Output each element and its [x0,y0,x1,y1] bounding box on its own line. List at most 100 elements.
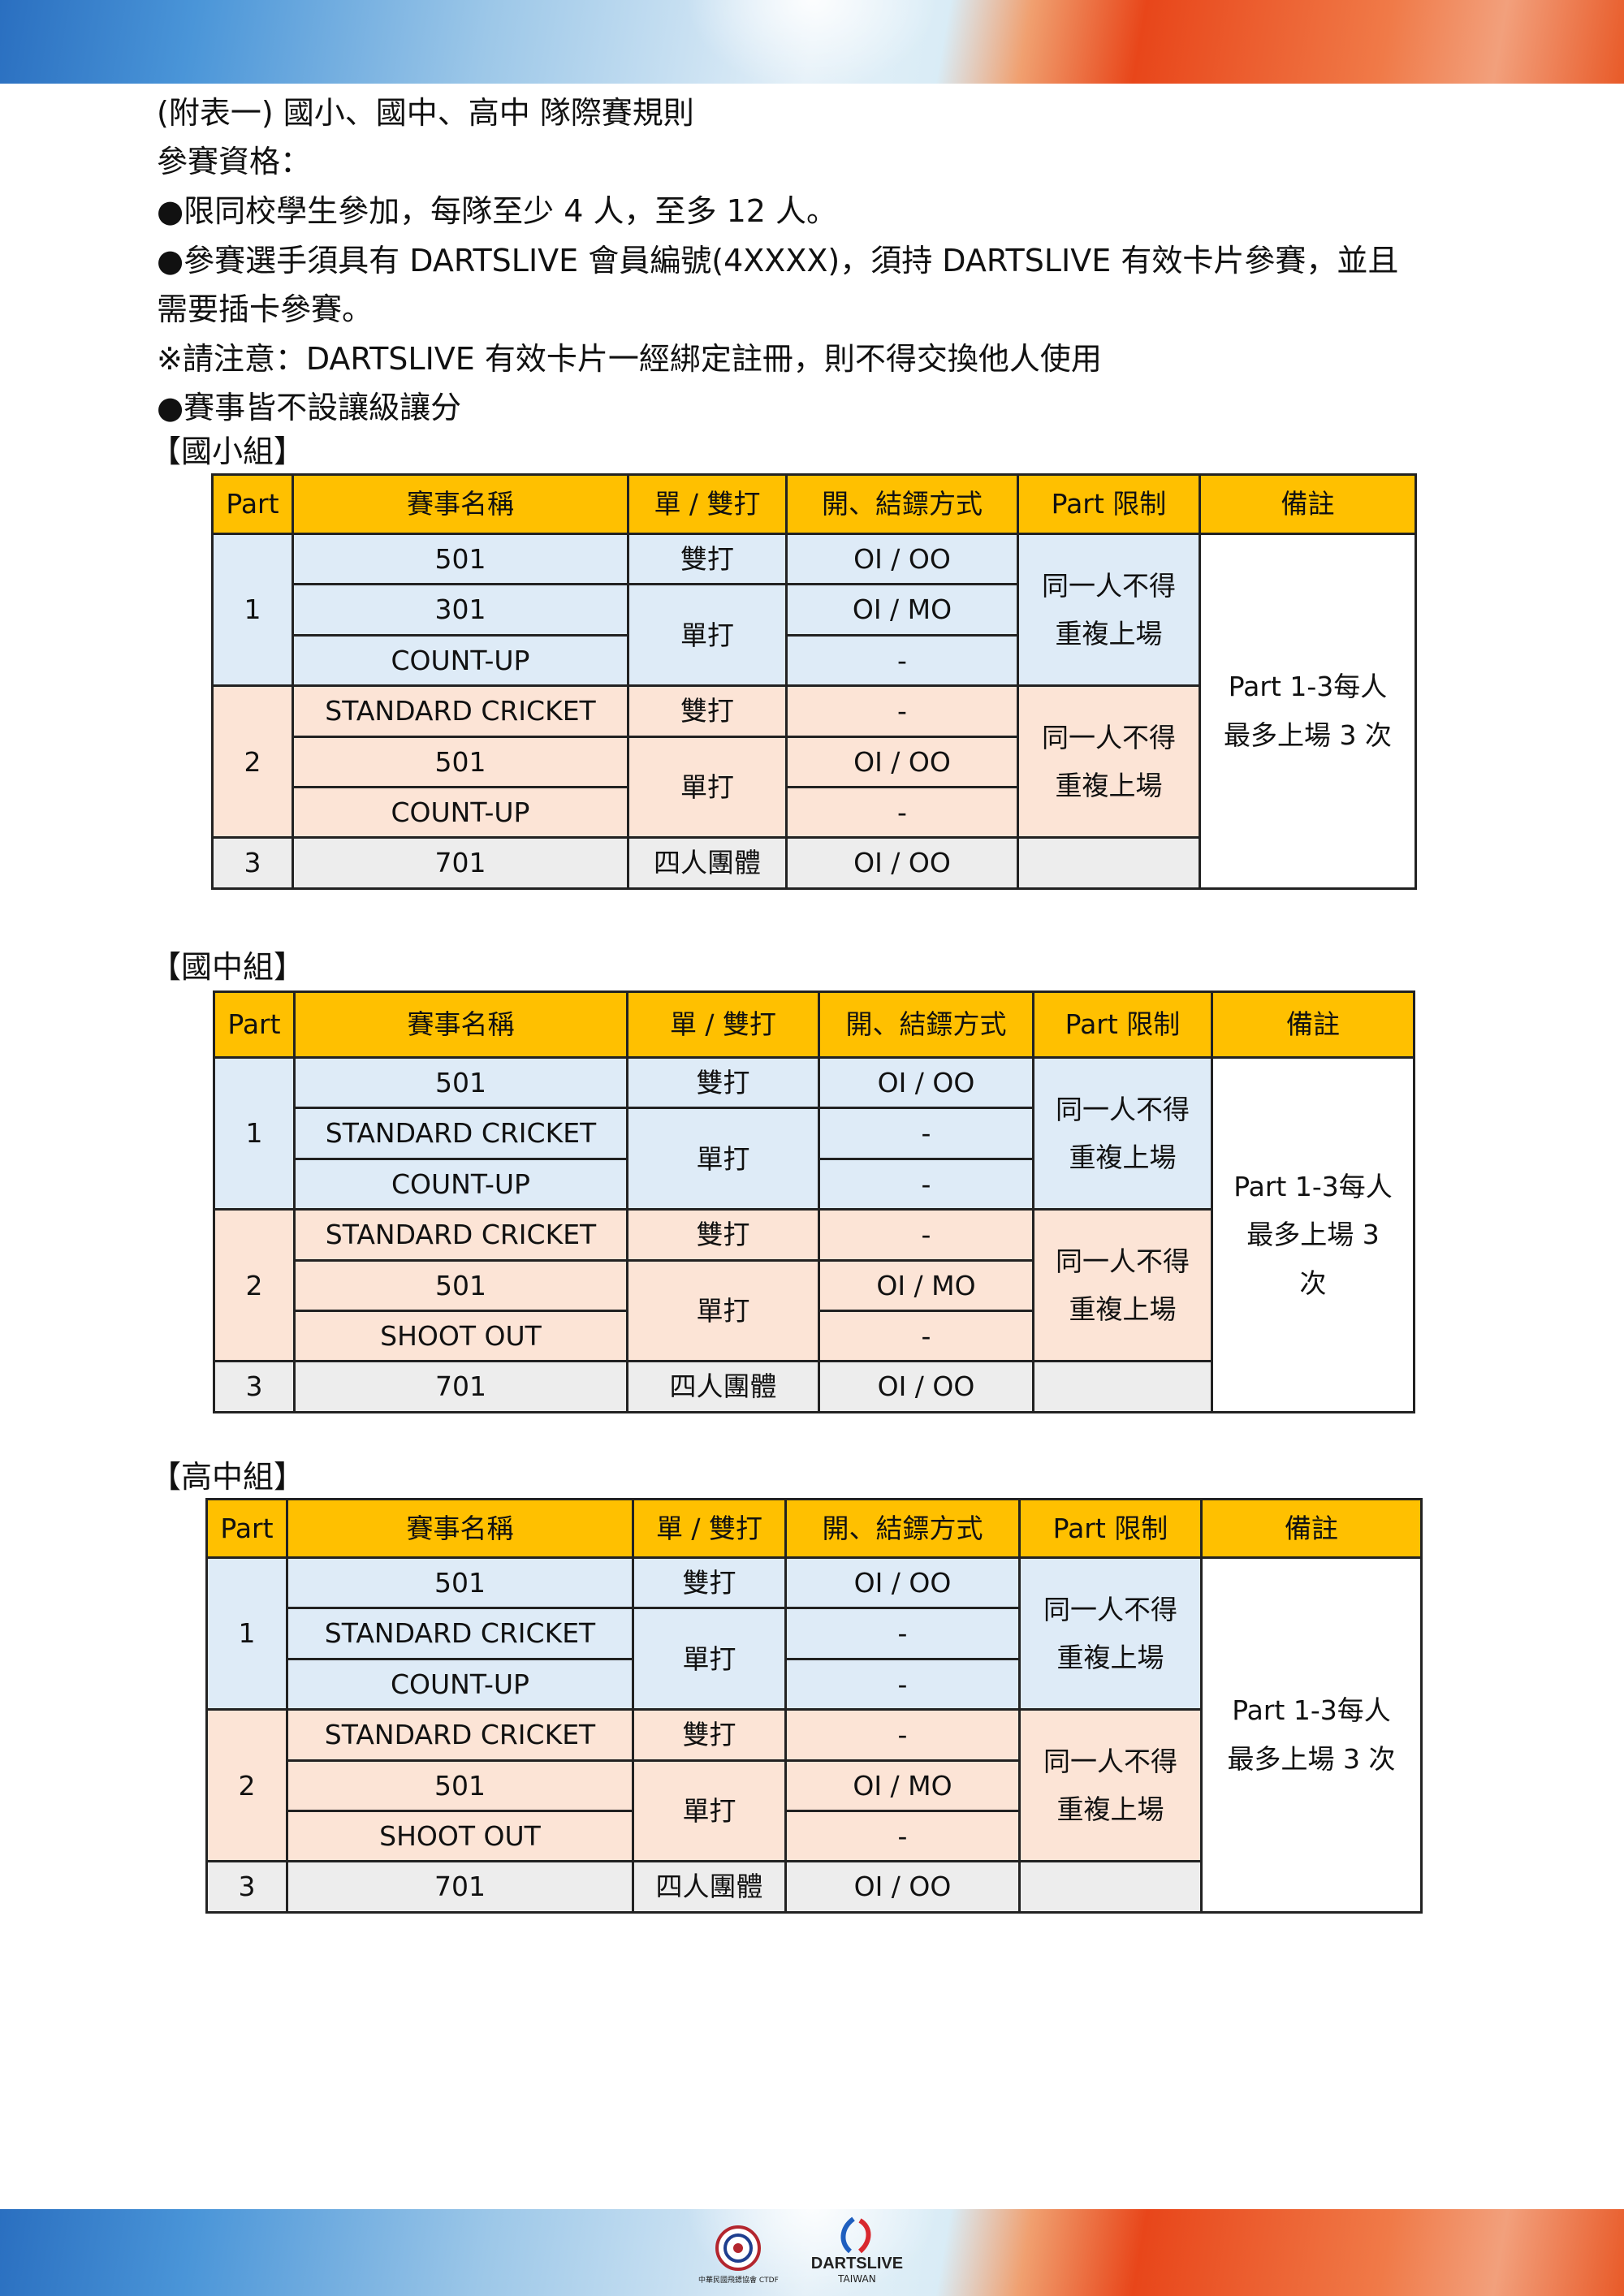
table-cell: STANDARD CRICKET [286,1607,634,1660]
table-cell: 同一人不得 重複上場 [1032,1208,1213,1363]
column-header: 賽事名稱 [292,473,629,535]
table-cell: 501 [293,1055,628,1110]
column-header: Part [211,473,294,535]
doc-title: (附表一) 國小、國中、高中 隊際賽規則 [157,95,694,131]
table-cell: 501 [286,1556,634,1610]
table-cell: STANDARD CRICKET [293,1208,628,1262]
section-junior-high: 【國中組】 [150,949,305,985]
footer-banner: 中華民國飛鏢協會 CTDF DARTSLIVE TAIWAN [0,2209,1624,2296]
header-banner [0,0,1624,84]
table-cell: - [784,1607,1021,1660]
column-header: 備註 [1199,473,1417,535]
table-cell: SHOOT OUT [293,1309,628,1363]
table-row: SHOOT OUT - [207,1809,1422,1863]
table-cell: 同一人不得 重複上場 [1017,532,1201,688]
table-cell: 501 [292,532,629,586]
table-cell: COUNT-UP [286,1657,634,1711]
table-cell: 501 [293,1258,628,1312]
table-cell: COUNT-UP [293,1157,628,1211]
table-cell: - [818,1309,1034,1363]
table-row: 3 701 四人團體 OI / OO [213,1360,1415,1413]
table-cell: 3 [205,1860,288,1914]
table-row: SHOOT OUT - [214,1309,1415,1363]
table-cell: 同一人不得 重複上場 [1018,1556,1203,1711]
table-row: 301 單打 OI / MO [213,583,1416,688]
rule-card-note: ※請注意：DARTSLIVE 有效卡片一經綁定註冊，則不得交換他人使用 [157,341,1102,377]
dartslive-swoosh-icon [840,2216,871,2254]
column-header: 備註 [1200,1498,1423,1559]
table-cell: OI / OO [785,836,1019,890]
table-row: 501 單打 OI / OO [213,735,1416,839]
table-cell: 1 [205,1556,288,1711]
elementary-rules-table: Part 賽事名稱單 / 雙打 開、結鏢方式 Part 限制 備註 1 501 雙打 OI / … [211,473,1417,890]
header-row: Part 賽事名稱單 / 雙打 開、結鏢方式 Part 限制 備註 [211,473,1417,535]
table-cell: 雙打 [627,684,788,738]
table-cell: STANDARD CRICKET [286,1708,634,1762]
table-row: COUNT-UP - [207,1657,1422,1711]
remarks-cell: Part 1-3每人 最多上場 3 次 [1211,1056,1415,1413]
table-cell: 501 [286,1759,634,1812]
column-header: 開、結鏢方式 [785,473,1019,535]
remarks-cell: Part 1-3每人 最多上場 3 次 [1200,1556,1423,1914]
table-cell: STANDARD CRICKET [293,1107,628,1160]
table-cell: OI / OO [818,1360,1034,1413]
table-cell: - [818,1208,1034,1262]
table-cell: 701 [292,836,629,890]
column-header: Part 限制 [1017,473,1201,535]
table-cell: 四人團體 [626,1360,820,1413]
column-header: 單 / 雙打 [627,473,788,535]
header-row: Part 賽事名稱單 / 雙打 開、結鏢方式 Part 限制 備註 [213,990,1415,1059]
dartslive-wordmark: DARTSLIVE [810,2255,904,2272]
table-cell: 單打 [626,1107,820,1211]
table-row: 1 501 雙打 OI / OO 同一人不得 重複上場 Part 1-3每人 最多上場 3… [205,1556,1423,1914]
table-cell: 單打 [626,1258,820,1363]
table-cell: 301 [292,583,629,637]
table-cell: COUNT-UP [292,633,629,688]
column-header: 單 / 雙打 [632,1498,787,1559]
table-cell: 四人團體 [627,836,788,890]
table-cell: 單打 [627,583,788,688]
column-header: Part [205,1498,288,1559]
table-row: 3 701 四人團體 OI / OO [211,836,1416,890]
section-elementary: 【國小組】 [150,434,305,469]
table-cell [1017,836,1201,890]
table-row: 1 501 雙打 OI / OO 同一人不得 重複上場 Part 1-3每人 最多上場 3… [211,532,1417,890]
table-cell: - [818,1107,1034,1160]
table-cell: 701 [286,1860,634,1914]
table-cell: - [784,1809,1021,1863]
table-cell: 701 [293,1360,628,1413]
table-cell: 雙打 [626,1208,820,1262]
rule-membership: ●參賽選手須具有 DARTSLIVE 會員編號(4XXXX)，須持 DARTSL… [157,243,1399,278]
senior-high-rules-table: Part 賽事名稱單 / 雙打 開、結鏢方式 Part 限制 備註 1 501 雙打 OI / … [205,1498,1423,1914]
table-row: COUNT-UP - [214,1157,1415,1211]
rule-team-size: ●限同校學生參加，每隊至少 4 人，至多 12 人。 [157,193,838,229]
table-cell: 四人團體 [632,1860,787,1914]
table-cell: 2 [213,1208,296,1363]
table-row: COUNT-UP - [213,785,1416,839]
dartslive-taiwan: TAIWAN [838,2273,876,2285]
table-row: STANDARD CRICKET 單打 - [207,1607,1422,1711]
table-cell: OI / OO [785,735,1019,788]
header-row: Part 賽事名稱單 / 雙打 開、結鏢方式 Part 限制 備註 [205,1498,1423,1559]
table-cell: - [785,785,1019,839]
table-cell: OI / OO [784,1556,1021,1610]
table-cell: - [784,1657,1021,1711]
table-cell: - [818,1157,1034,1211]
column-header: 賽事名稱 [286,1498,634,1559]
table-cell: OI / MO [784,1759,1021,1812]
column-header: 備註 [1211,990,1415,1059]
column-header: 賽事名稱 [293,990,628,1059]
table-cell: 1 [213,1055,296,1211]
table-cell: 單打 [632,1759,787,1863]
table-cell: 雙打 [627,532,788,586]
table-cell: OI / OO [785,532,1019,586]
table-row: STANDARD CRICKET 單打 - [214,1107,1415,1211]
table-cell: 同一人不得 重複上場 [1017,684,1201,839]
table-cell [1032,1360,1213,1413]
table-cell: OI / OO [818,1055,1034,1110]
junior-high-rules-table: Part 賽事名稱單 / 雙打 開、結鏢方式 Part 限制 備註 1 501 雙打 OI / … [213,990,1415,1413]
table-row: 2 STANDARD CRICKET 雙打 - 同一人不得 重複上場 [211,684,1416,839]
table-cell: 雙打 [632,1556,787,1610]
column-header: 開、結鏢方式 [818,990,1034,1059]
table-row: 2 STANDARD CRICKET 雙打 - 同一人不得 重複上場 [205,1708,1422,1863]
